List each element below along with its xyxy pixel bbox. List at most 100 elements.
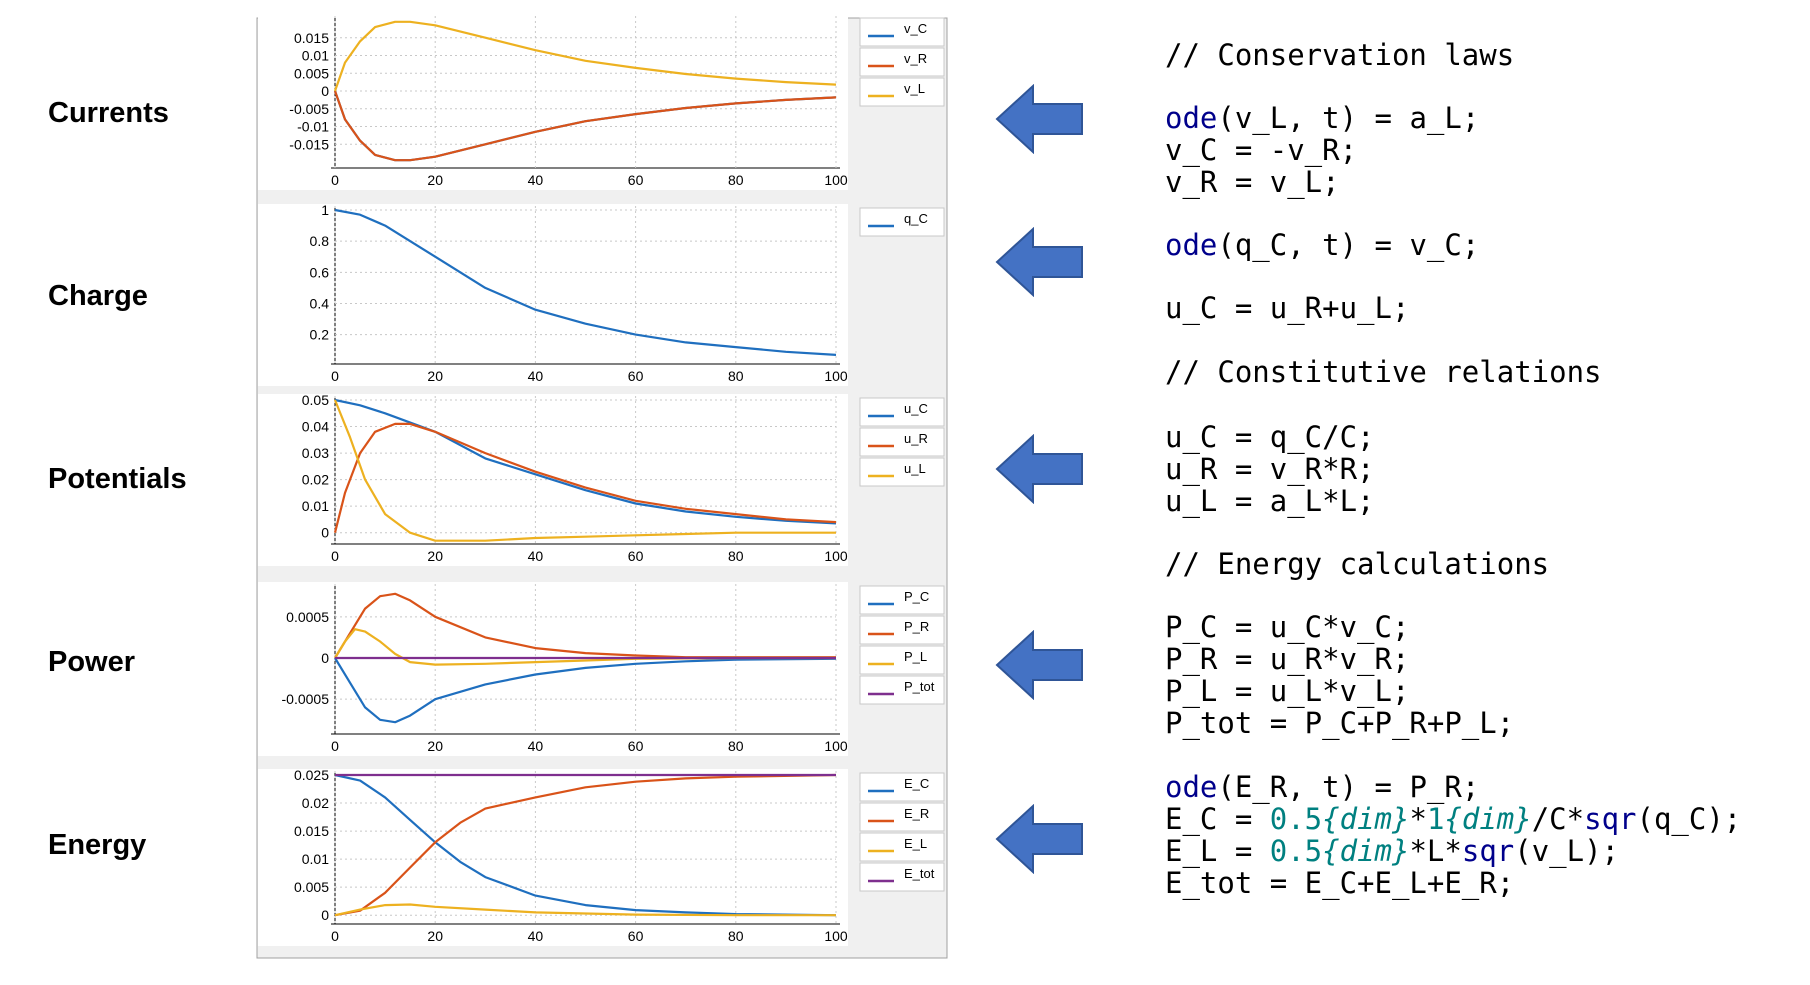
code-comment: // Constitutive relations	[1165, 355, 1602, 389]
x-tick-label: 0	[331, 738, 339, 754]
x-tick-label: 80	[728, 172, 744, 188]
y-tick-label: 0.01	[302, 851, 329, 867]
series-line-q_C	[334, 208, 837, 356]
x-tick-label: 40	[528, 738, 544, 754]
y-tick-label: 0	[321, 83, 329, 99]
code-token: (q_C, t) = v_C;	[1217, 228, 1480, 262]
legend-label: P_L	[904, 649, 927, 664]
y-tick-label: 0	[321, 525, 329, 541]
code-comment: // Energy calculations	[1165, 547, 1550, 581]
code-line: u_C = q_C/C;	[1165, 422, 1375, 452]
code-token: (E_R, t) = P_R;	[1217, 770, 1480, 804]
y-tick-label: 0.02	[302, 795, 329, 811]
row-label-power: Power	[48, 646, 136, 678]
legend-label: v_C	[904, 21, 927, 36]
y-tick-label: 1	[321, 202, 329, 218]
y-tick-label: 0.04	[302, 419, 329, 435]
code-line: u_C = u_R+u_L;	[1165, 293, 1409, 323]
x-tick-label: 20	[427, 172, 443, 188]
series-line-E_R	[334, 773, 837, 917]
y-tick-label: 0.005	[294, 879, 329, 895]
x-tick-label: 0	[331, 172, 339, 188]
y-tick-label: 0.015	[294, 823, 329, 839]
legend-label: P_C	[904, 589, 929, 604]
code-token: *	[1409, 802, 1427, 836]
chart-0: 0 20 40 60 80 100 0.015 0.010.005 0 -0.005 -0.01-0…	[258, 14, 945, 190]
legend-label: q_C	[904, 211, 928, 226]
x-tick-label: 100	[824, 738, 848, 754]
legend-label: P_R	[904, 619, 929, 634]
code-line: // Conservation laws	[1165, 40, 1514, 70]
chart-2: 0 20 40 60 80 100 0.05 0.04 0.03 0.02 0.01 0 u_C u_Ru…	[258, 392, 945, 566]
code-token: {dim}	[1444, 802, 1532, 836]
code-line: v_C = -v_R;	[1165, 135, 1357, 165]
code-line: E_tot = E_C+E_L+E_R;	[1165, 868, 1514, 898]
code-token: sqr	[1461, 834, 1515, 868]
arrow-left-icon	[995, 84, 1083, 154]
legend-entry	[859, 457, 945, 487]
x-tick-label: 60	[628, 738, 644, 754]
x-tick-label: 20	[427, 738, 443, 754]
code-panel: // Conservation laws ode(v_L, t) = a_L; v_…	[1165, 0, 1805, 985]
series-line-u_R	[333, 422, 837, 533]
code-token: (q_C);	[1636, 802, 1742, 836]
y-tick-label: 0	[321, 907, 329, 923]
y-tick-label: 0.01	[302, 498, 329, 514]
series-line-E_C	[334, 773, 837, 917]
legend-entry	[859, 862, 945, 892]
code-line: P_tot = P_C+P_R+P_L;	[1165, 708, 1514, 738]
charts-stack: 0 20 40 60 80 1000.0150.010.0050-0.005-0.01-0…	[256, 14, 948, 959]
x-tick-label: 100	[824, 928, 848, 944]
code-token: E_C =	[1165, 802, 1270, 836]
legend-entry	[859, 77, 945, 107]
code-token: /C*	[1531, 802, 1585, 836]
legend-entry	[859, 585, 945, 615]
x-tick-label: 20	[427, 928, 443, 944]
code-token: ode	[1165, 770, 1218, 804]
code-token: 0.5	[1269, 834, 1323, 868]
row-label-energy: Energy	[48, 829, 147, 861]
legend-entry	[859, 802, 945, 832]
chart-1: 0 20 40 60 80 100 1 0.8 0.6 0.4 0.2 q_C	[258, 202, 945, 386]
arrow-left-icon	[995, 227, 1083, 297]
code-token: (v_L, t) = a_L;	[1217, 101, 1480, 135]
y-tick-label: 0.2	[310, 327, 330, 343]
y-tick-label: 0.01	[302, 48, 329, 64]
code-token: ode	[1165, 101, 1218, 135]
x-tick-label: 60	[628, 548, 644, 564]
code-line: P_C = u_C*v_C;	[1165, 612, 1409, 642]
code-line: P_L = u_L*v_L;	[1165, 676, 1409, 706]
code-token: u_C = u_R+u_L;	[1165, 291, 1410, 325]
y-tick-label: -0.01	[297, 119, 329, 135]
x-tick-label: 40	[528, 172, 544, 188]
code-line: v_R = v_L;	[1165, 167, 1340, 197]
code-token: u_R = v_R*R;	[1165, 452, 1375, 486]
code-line: u_R = v_R*R;	[1165, 454, 1375, 484]
x-tick-label: 60	[628, 172, 644, 188]
arrow-left-icon	[995, 434, 1083, 504]
code-token: v_C = -v_R;	[1165, 133, 1358, 167]
legend-entry	[859, 645, 945, 675]
legend-label: E_C	[904, 776, 929, 791]
code-line: ode(q_C, t) = v_C;	[1165, 230, 1479, 260]
y-tick-label: 0.05	[302, 392, 329, 408]
series-line-v_R	[333, 90, 837, 162]
legend-entry	[859, 772, 945, 802]
y-tick-label: 0.0005	[286, 609, 329, 625]
x-tick-label: 0	[331, 548, 339, 564]
y-tick-label: 0.4	[310, 295, 330, 311]
legend-label: u_C	[904, 401, 928, 416]
legend-label: E_L	[904, 836, 927, 851]
y-tick-label: 0.015	[294, 30, 329, 46]
legend-entry	[859, 675, 945, 705]
y-tick-label: 0.025	[294, 767, 329, 783]
row-label-currents: Currents	[48, 97, 169, 129]
x-tick-label: 60	[628, 368, 644, 384]
code-token: {dim}	[1322, 834, 1410, 868]
x-tick-label: 100	[824, 368, 848, 384]
code-token: 0.5	[1269, 802, 1323, 836]
chart-4: 0 20 40 60 80 100 0.025 0.02 0.015 0.01 0.005 0 E_C E…	[258, 767, 945, 946]
y-tick-label: 0	[321, 650, 329, 666]
x-tick-label: 40	[528, 928, 544, 944]
code-token: P_C = u_C*v_C;	[1165, 610, 1410, 644]
